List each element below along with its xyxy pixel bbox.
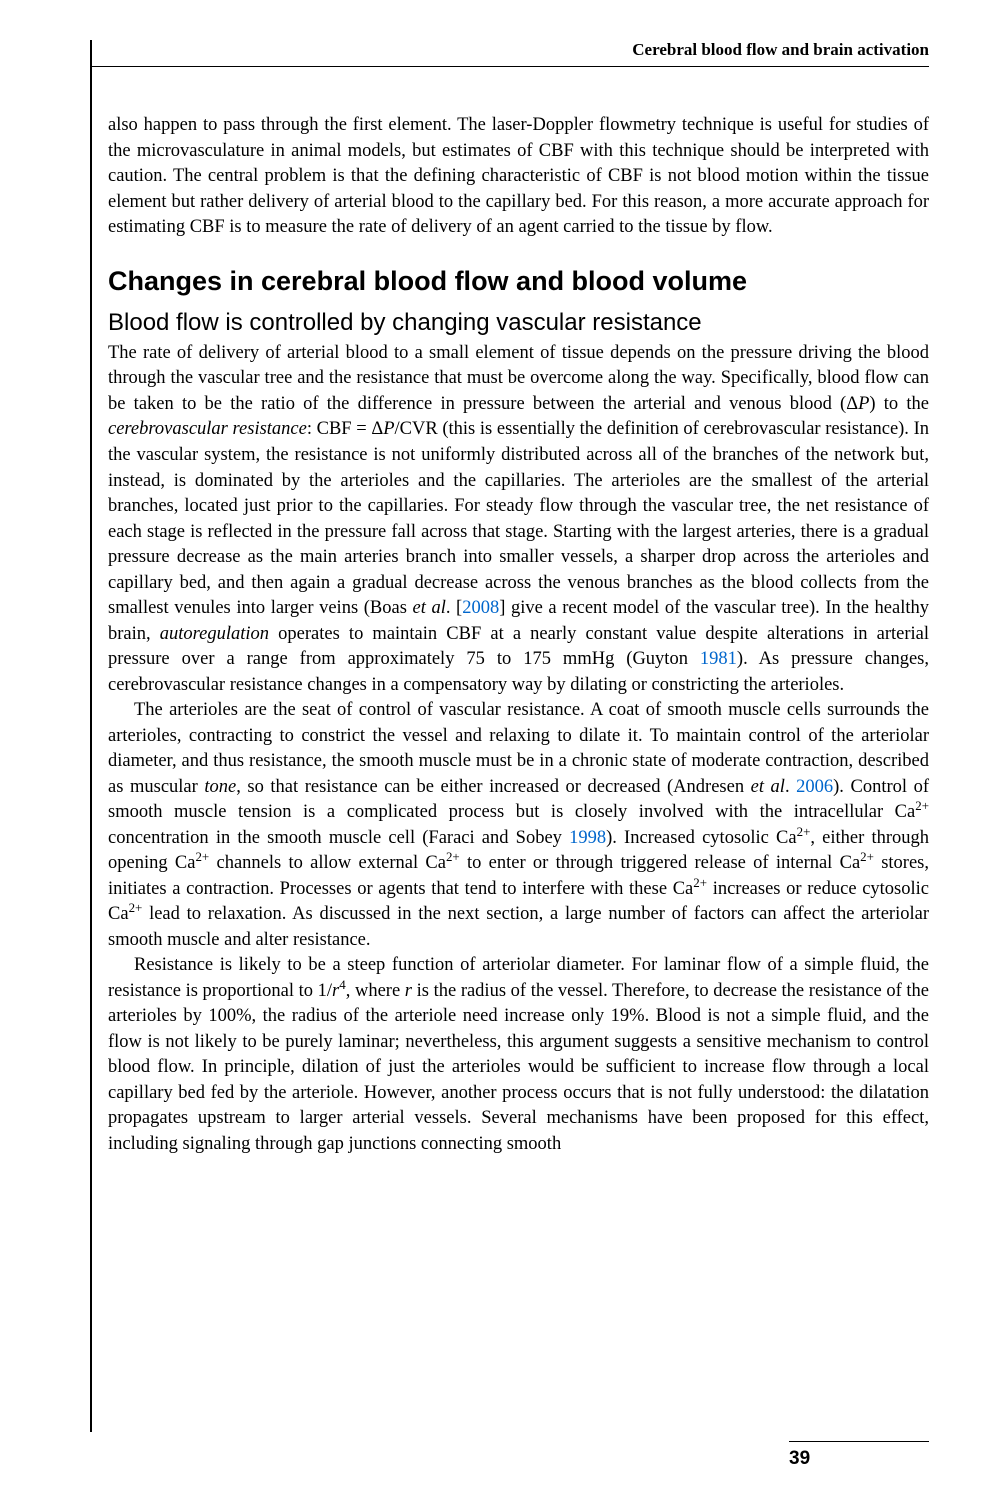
citation-link[interactable]: 1998 (569, 828, 606, 848)
paragraph-1: The rate of delivery of arterial blood t… (108, 341, 929, 698)
running-title: Cerebral blood flow and brain activation (632, 40, 929, 59)
citation-link[interactable]: 2008 (462, 598, 499, 618)
left-margin-rule (90, 40, 92, 1432)
page-header: Cerebral blood flow and brain activation (90, 40, 929, 75)
page-number-container: 39 (789, 1441, 929, 1470)
citation-link[interactable]: 1981 (700, 649, 737, 669)
paragraph-3: Resistance is likely to be a steep funct… (108, 953, 929, 1157)
subsection-heading: Blood flow is controlled by changing vas… (108, 306, 929, 339)
page-content: also happen to pass through the first el… (108, 113, 929, 1157)
header-rule (90, 66, 929, 67)
citation-link[interactable]: 2006 (796, 777, 833, 797)
intro-paragraph: also happen to pass through the first el… (108, 113, 929, 241)
page-number: 39 (789, 1448, 810, 1469)
page-number-rule (789, 1441, 929, 1442)
section-heading: Changes in cerebral blood flow and blood… (108, 263, 929, 300)
paragraph-2: The arterioles are the seat of control o… (108, 698, 929, 953)
